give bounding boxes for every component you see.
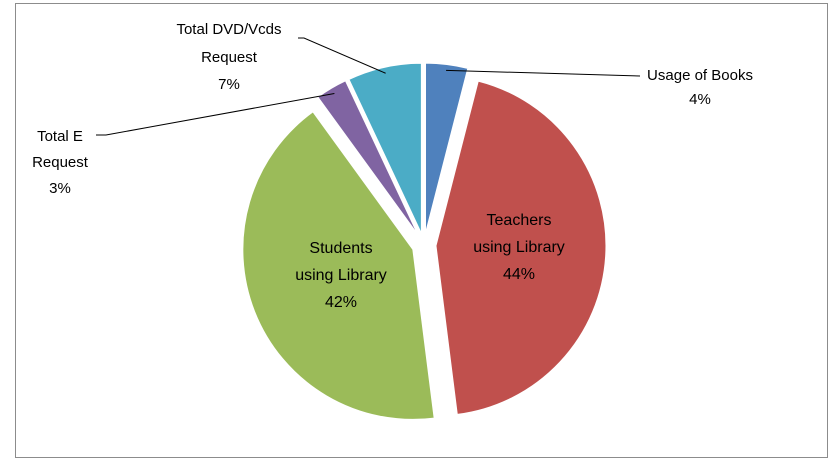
leader-usage-of-books [446, 69, 641, 77]
slice-label-total-e-line2: Request [32, 154, 89, 171]
leader-lines [96, 37, 641, 136]
leader-total-dvd [298, 37, 386, 74]
slice-label-total-dvd-line1: Total DVD/Vcds [176, 21, 281, 38]
pie-slices [242, 62, 607, 420]
slice-label-students-line1: Students [309, 240, 372, 257]
slice-value-teachers: 44% [503, 266, 535, 283]
slice-label-teachers-line2: using Library [473, 239, 565, 256]
slice-label-teachers-line1: Teachers [487, 212, 552, 229]
pie-slice-total-e-request [317, 80, 419, 235]
slice-label-students-line2: using Library [295, 267, 387, 284]
pie-slice-usage-of-books [425, 62, 469, 234]
slice-label-total-dvd-line2: Request [201, 49, 258, 66]
pie-slice-students-using-library [242, 111, 435, 420]
pie-slice-teachers-using-library [435, 80, 607, 415]
slice-label-total-e-line1: Total E [37, 128, 83, 145]
slice-value-students: 42% [325, 294, 357, 311]
slice-label-usage-of-books: Usage of Books [647, 67, 753, 84]
slice-value-usage-of-books: 4% [689, 91, 711, 108]
leader-total-e [96, 93, 335, 136]
slice-value-total-e: 3% [49, 180, 71, 197]
slice-value-total-dvd: 7% [218, 76, 240, 93]
pie-slice-total-dvd-vcds-request [348, 62, 422, 234]
